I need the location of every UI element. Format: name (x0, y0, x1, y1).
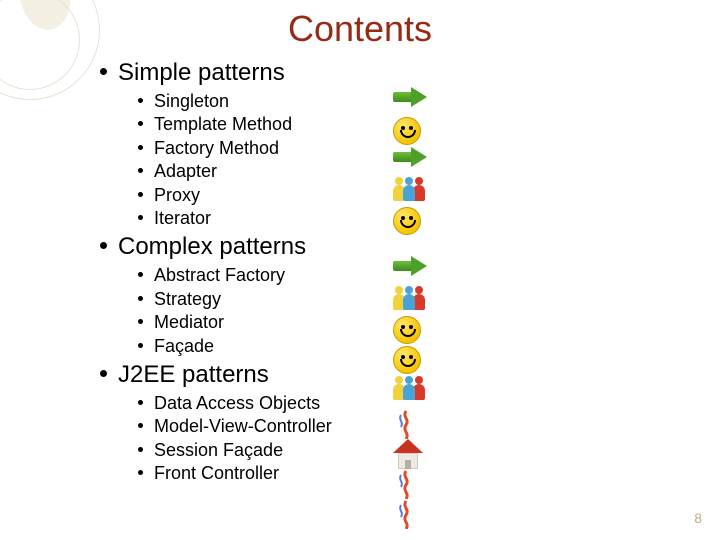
section-simple: Simple patterns Singleton Template Metho… (118, 58, 598, 230)
house-icon (393, 439, 427, 467)
section-heading: J2EE patterns (118, 360, 598, 390)
item-text: Factory Method (154, 138, 279, 158)
bullet-icon (138, 423, 143, 428)
item-text: Strategy (154, 289, 221, 309)
item-text: Template Method (154, 114, 292, 134)
bullet-icon (138, 343, 143, 348)
arrow-icon (393, 87, 427, 115)
item-text: Abstract Factory (154, 265, 285, 285)
list-item: Iterator (154, 207, 598, 230)
list-item: Façade (154, 335, 598, 358)
list-item: Front Controller (154, 462, 598, 485)
people-icon (393, 286, 427, 314)
section-heading-text: Complex patterns (118, 233, 306, 260)
bullet-icon (138, 168, 143, 173)
section-heading-text: J2EE patterns (118, 361, 269, 388)
bullet-icon (138, 400, 143, 405)
bullet-icon (138, 470, 143, 475)
bullet-icon (138, 296, 143, 301)
bullet-icon (138, 121, 143, 126)
item-text: Singleton (154, 91, 229, 111)
item-text: Mediator (154, 312, 224, 332)
section-j2ee: J2EE patterns Data Access Objects Model-… (118, 360, 598, 486)
list-item: Data Access Objects (154, 392, 598, 415)
item-text: Data Access Objects (154, 393, 320, 413)
list-item: Adapter (154, 160, 598, 183)
arrow-icon (393, 147, 427, 175)
bullet-icon (138, 447, 143, 452)
list-item: Proxy (154, 184, 598, 207)
bullet-icon (138, 215, 143, 220)
section-heading: Simple patterns (118, 58, 598, 88)
bullet-icon (138, 319, 143, 324)
flame-icon (393, 409, 427, 437)
bullet-icon (138, 145, 143, 150)
smiley-icon (393, 207, 427, 235)
item-text: Model-View-Controller (154, 416, 332, 436)
list-item: Strategy (154, 288, 598, 311)
bullet-icon (138, 272, 143, 277)
smiley-icon (393, 117, 427, 145)
people-icon (393, 376, 427, 404)
people-icon (393, 177, 427, 205)
item-list: Abstract Factory Strategy Mediator Façad… (118, 264, 598, 358)
flame-icon (393, 469, 427, 497)
bullet-icon (100, 370, 107, 377)
bullet-icon (100, 68, 107, 75)
bullet-icon (100, 242, 107, 249)
list-item: Model-View-Controller (154, 415, 598, 438)
list-item: Factory Method (154, 137, 598, 160)
slide-title: Contents (0, 8, 720, 50)
list-item: Abstract Factory (154, 264, 598, 287)
list-item: Singleton (154, 90, 598, 113)
bullet-icon (138, 192, 143, 197)
list-item: Session Façade (154, 439, 598, 462)
item-text: Iterator (154, 208, 211, 228)
icon-column-b (380, 255, 440, 405)
smiley-icon (393, 346, 427, 374)
arrow-icon (393, 256, 427, 284)
icon-column-a (380, 86, 440, 236)
bullet-icon (138, 98, 143, 103)
section-complex: Complex patterns Abstract Factory Strate… (118, 232, 598, 358)
list-item: Mediator (154, 311, 598, 334)
list-item: Template Method (154, 113, 598, 136)
item-text: Adapter (154, 161, 217, 181)
item-list: Data Access Objects Model-View-Controlle… (118, 392, 598, 486)
section-heading: Complex patterns (118, 232, 598, 262)
item-text: Front Controller (154, 463, 279, 483)
content-area: Simple patterns Singleton Template Metho… (118, 56, 598, 485)
smiley-icon (393, 316, 427, 344)
icon-column-c (380, 408, 440, 528)
section-heading-text: Simple patterns (118, 59, 285, 86)
item-text: Proxy (154, 185, 200, 205)
page-number: 8 (694, 510, 702, 526)
item-text: Session Façade (154, 440, 283, 460)
item-list: Singleton Template Method Factory Method… (118, 90, 598, 230)
item-text: Façade (154, 336, 214, 356)
flame-icon (393, 499, 427, 527)
